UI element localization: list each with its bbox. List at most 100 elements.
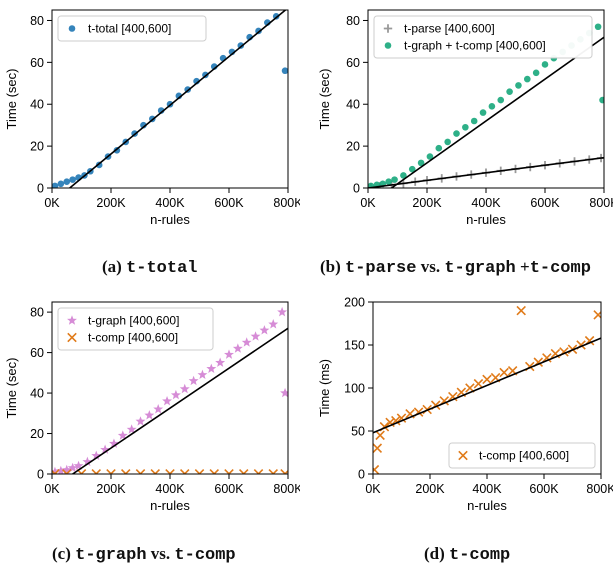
y-axis-label: Time (sec) [4,358,19,419]
legend-label: t-comp [400,600] [479,449,569,463]
data-point [373,464,380,474]
data-point [516,305,526,316]
data-point [470,117,478,125]
y-axis-label: Time (ms) [317,359,332,417]
y-tick-label: 80 [346,14,360,28]
caption-c: (c) t-graph vs. t-comp [52,544,236,565]
fit-line [368,156,604,188]
legend-label: t-graph + t-comp [400,600] [404,39,546,53]
data-point [188,375,199,386]
data-point [179,383,190,394]
x-tick-label: 400K [472,482,502,496]
x-tick-label: 200K [96,196,126,210]
data-point [57,180,65,188]
y-tick-label: 100 [344,382,365,396]
caption-a-code: t-total [126,259,198,278]
x-tick-label: 600K [529,482,559,496]
series-1 [52,306,288,474]
fit-line [391,36,604,188]
legend-label: t-parse [400,600] [404,22,495,36]
data-point [67,462,78,473]
caption-a-label: (a) [102,257,122,276]
y-tick-label: 150 [344,339,365,353]
legend: t-comp [400,600] [448,442,596,469]
y-tick-label: 0 [353,182,360,196]
data-point [400,172,407,179]
legend-label: t-total [400,600] [88,22,171,36]
legend-marker [384,42,392,49]
chart-a: 0K 200K 400K 600K 800K 0 20 40 60 80 n-rules Time (… [4,9,300,227]
caption-c-code-2: t-comp [174,546,236,565]
x-tick-label: 600K [214,196,244,210]
caption-c-vs: vs. [150,544,171,563]
chart-b: 0K 200K 400K 600K 800K 0 20 40 60 80 n-rules Time (… [317,9,613,227]
x-tick-label: 800K [586,482,613,496]
caption-a: (a) t-total [102,257,198,278]
data-point [391,415,401,426]
data-point [375,430,385,441]
y-tick-label: 60 [30,56,44,70]
data-point [135,416,146,426]
data-point [69,176,76,183]
data-point [396,413,407,423]
data-point [444,138,451,146]
data-point [63,178,71,186]
chart-c: 0K 200K 400K 600K 800K 0 20 40 60 80 n-rules Time (… [4,301,300,513]
data-point [117,430,128,440]
data-point [61,464,72,474]
y-tick-label: 60 [346,56,360,70]
caption-c-label: (c) [52,544,71,563]
data-point [532,69,540,77]
legend: t-total [400,600] [57,15,207,42]
data-point [73,460,84,471]
y-tick-label: 60 [30,346,44,360]
data-point [524,75,531,83]
data-point [268,319,279,329]
x-tick-label: 800K [589,196,613,210]
data-point [241,337,252,347]
data-point [232,343,243,353]
x-tick-label: 0K [44,482,60,496]
data-point [170,389,181,400]
data-point [417,159,425,167]
caption-c-code-1: t-graph [75,546,147,565]
x-tick-label: 800K [273,196,300,210]
data-point [515,82,522,89]
y-tick-label: 40 [30,387,44,401]
data-point [473,378,484,389]
plot-frame [51,9,289,189]
data-point [426,153,434,160]
legend-marker [383,24,393,33]
caption-b-vs: vs. [420,257,441,276]
legend-box [57,307,214,351]
data-point [479,109,487,116]
y-tick-label: 80 [30,14,44,28]
caption-d-label: (d) [424,544,445,563]
x-tick-label: 200K [415,482,445,496]
x-tick-label: 400K [155,196,185,210]
plot-frame [51,301,289,475]
y-axis-label: Time (sec) [317,69,332,130]
x-tick-label: 0K [365,482,381,496]
data-point [82,456,93,467]
data-point [272,12,280,20]
data-point [109,438,119,448]
legend: t-parse [400,600] t-graph + t-comp [400,6… [373,15,593,59]
caption-b: (b) t-parse vs. t-graph +t-comp [320,257,591,278]
legend-marker [68,25,76,32]
data-point [280,387,288,398]
data-point [91,450,102,460]
plot-area [52,10,288,188]
data-point [391,176,398,183]
data-point [506,88,513,95]
legend-marker [67,332,77,343]
fit-line [69,10,287,188]
legend-box [57,15,207,42]
plot-area [373,305,601,474]
legend-marker [67,315,77,325]
x-tick-label: 200K [96,482,126,496]
data-point [373,443,383,453]
legend-box [448,442,596,469]
caption-d: (d) t-comp [424,544,510,565]
y-tick-label: 40 [346,98,360,112]
